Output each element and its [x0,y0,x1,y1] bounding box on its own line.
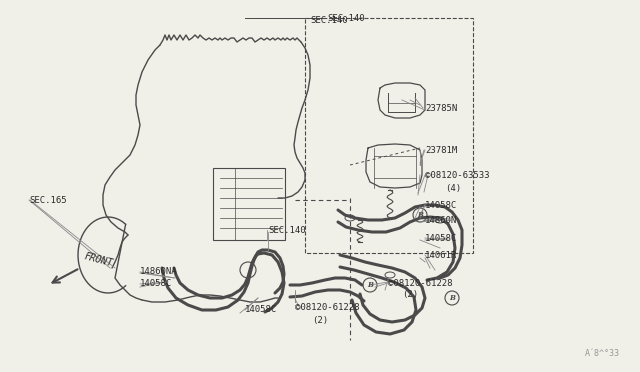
Text: SEC.140: SEC.140 [310,16,348,25]
Text: ©08120-61228: ©08120-61228 [295,304,360,312]
Text: 14061R: 14061R [425,250,457,260]
Text: FRONT: FRONT [83,251,114,269]
Text: SEC.165: SEC.165 [29,196,67,205]
Bar [213,168,285,240]
Text: A´8^°33: A´8^°33 [585,349,620,358]
Text: B: B [449,294,455,302]
Text: (2): (2) [312,315,328,324]
Text: B: B [417,211,423,219]
Text: ©08120-63533: ©08120-63533 [425,170,490,180]
Text: ©08120-61228: ©08120-61228 [388,279,452,288]
Text: (2): (2) [402,291,418,299]
Bar [305,18,473,253]
Text: 14860N: 14860N [425,215,457,224]
Text: 23785N: 23785N [425,103,457,112]
Text: B: B [367,281,373,289]
Text: (4): (4) [445,183,461,192]
Text: SEC.140: SEC.140 [268,225,306,234]
Text: 14058C: 14058C [140,279,172,289]
Text: 14058C: 14058C [245,305,277,314]
Text: 14058C: 14058C [425,234,457,243]
Text: 23781M: 23781M [425,145,457,154]
Text: 14860NA: 14860NA [140,267,178,276]
Text: 14058C: 14058C [425,201,457,209]
Text: SEC.140: SEC.140 [327,13,365,22]
